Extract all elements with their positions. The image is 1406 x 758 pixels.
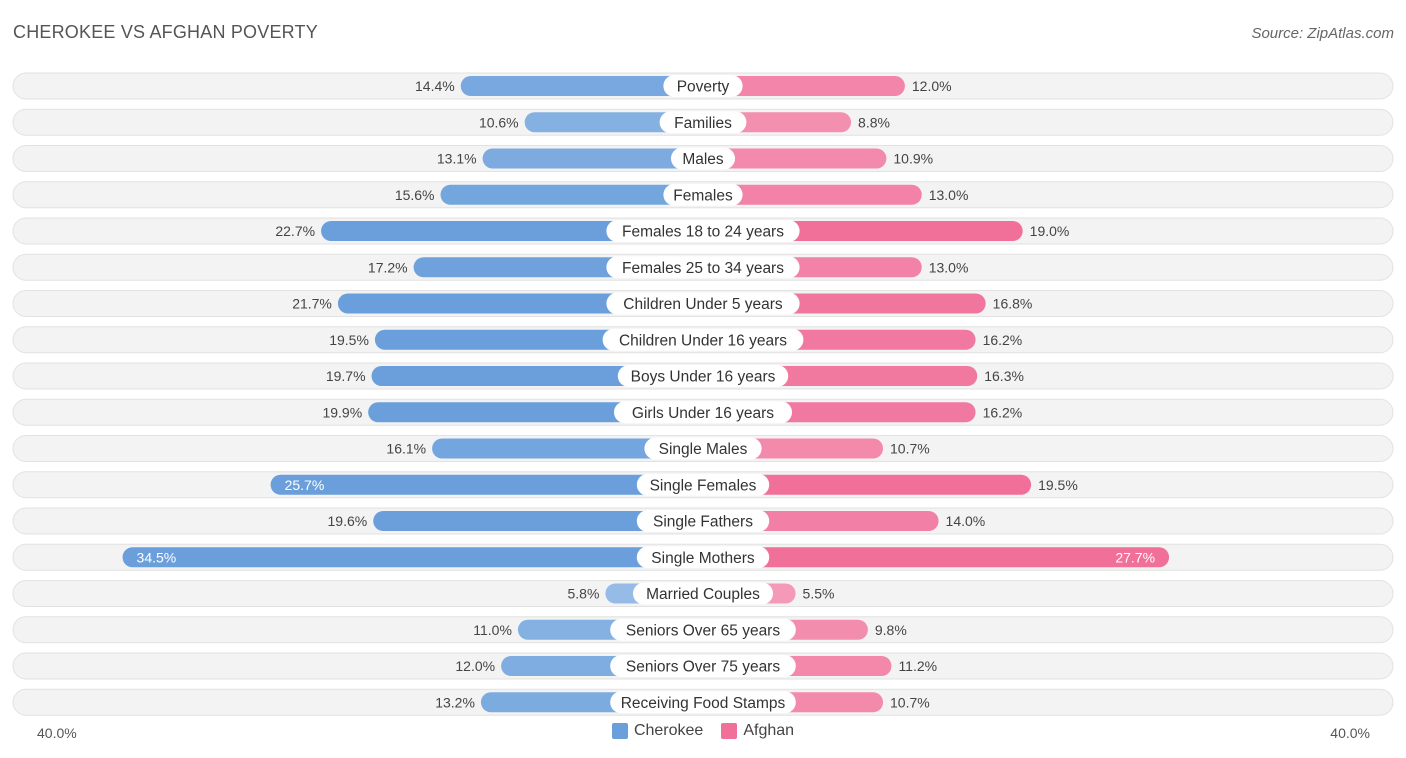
category-pill [659,111,747,134]
bar-cherokee [432,438,713,459]
category-label: Females [673,187,733,204]
bar-cherokee [482,148,713,169]
category-label: Married Couples [646,586,760,603]
category-pill [602,328,804,351]
category-label: Single Females [650,477,757,494]
value-label-cherokee: 22.7% [275,223,315,239]
category-pill [614,401,792,424]
value-label-afghan: 19.5% [1038,477,1078,493]
category-pill [633,582,773,605]
axis-left-label: 40.0% [37,725,77,741]
value-label-cherokee: 13.1% [437,151,477,167]
legend-label-afghan: Afghan [743,722,795,739]
bar-cherokee [373,511,713,531]
category-pill [636,510,770,532]
category-label: Females 25 to 34 years [622,260,784,277]
value-label-afghan: 14.0% [946,513,986,529]
value-label-cherokee: 17.2% [368,259,408,275]
bar-cherokee [270,474,713,495]
category-pill [606,292,800,315]
category-label: Females 18 to 24 years [622,224,784,241]
value-label-afghan: 13.0% [929,187,969,203]
chart-canvas: Poverty 14.4% 12.0% Families 10.6% 8.8% Males 1… [12,72,1394,716]
category-pill [610,618,796,641]
value-label-afghan: 27.7% [1115,549,1155,565]
chart-title: CHEROKEE VS AFGHAN POVERTY [13,22,318,42]
value-label-cherokee: 5.8% [567,586,599,602]
bar-afghan [693,474,1032,495]
category-pill [610,691,796,714]
value-label-afghan: 9.8% [875,622,907,638]
value-label-cherokee: 11.0% [473,622,512,638]
value-label-afghan: 19.0% [1030,223,1070,239]
category-pill [636,546,770,569]
category-pill [606,256,800,279]
legend-item-cherokee[interactable]: Cherokee [611,722,704,740]
category-label: Single Mothers [651,550,755,567]
bar-afghan [693,76,905,96]
bar-cherokee [440,184,713,205]
category-label: Single Males [659,441,748,458]
legend: Cherokee Afghan [0,722,1406,740]
value-label-cherokee: 25.7% [285,477,325,493]
bar-afghan [693,184,922,205]
value-label-afghan: 10.7% [890,441,930,457]
value-label-afghan: 12.0% [912,78,952,94]
category-pill [671,147,735,170]
value-label-cherokee: 15.6% [395,187,435,203]
category-pill [644,437,762,460]
category-label: Poverty [677,79,730,96]
legend-label-cherokee: Cherokee [633,722,704,739]
category-pill [617,365,789,387]
value-label-cherokee: 12.0% [455,658,495,674]
value-label-afghan: 16.8% [993,296,1033,312]
category-label: Children Under 16 years [619,332,787,349]
category-pill [636,473,770,496]
value-label-cherokee: 19.7% [326,368,366,384]
value-label-afghan: 13.0% [929,259,969,275]
category-pill [663,75,743,97]
bar-afghan [693,148,887,169]
value-label-cherokee: 19.9% [322,404,362,420]
value-label-cherokee: 19.5% [329,332,369,348]
value-label-cherokee: 10.6% [479,114,519,130]
category-label: Families [674,115,732,132]
value-label-afghan: 5.5% [803,586,835,602]
value-label-cherokee: 16.1% [386,441,426,457]
category-label: Children Under 5 years [623,296,783,313]
axis-right-label: 40.0% [1330,725,1370,741]
legend-swatch-cherokee [611,723,628,739]
value-label-afghan: 16.3% [984,368,1024,384]
category-label: Seniors Over 75 years [626,659,780,676]
value-label-cherokee: 14.4% [415,78,455,94]
category-label: Boys Under 16 years [631,369,776,386]
value-label-afghan: 10.9% [893,151,933,167]
source-label: Source: ZipAtlas.com [1251,25,1394,42]
bar-afghan [693,547,1170,568]
category-label: Males [682,151,724,168]
category-pill [663,183,743,206]
value-label-cherokee: 19.6% [328,513,368,529]
legend-swatch-afghan [721,723,738,739]
value-label-afghan: 10.7% [890,694,930,710]
category-label: Girls Under 16 years [632,405,774,422]
bar-cherokee [122,547,714,568]
value-label-afghan: 16.2% [983,404,1023,420]
legend-item-afghan[interactable]: Afghan [721,722,794,740]
category-label: Seniors Over 65 years [626,622,780,639]
value-label-afghan: 11.2% [898,658,937,674]
value-label-cherokee: 21.7% [292,296,332,312]
category-pill [610,655,796,677]
value-label-cherokee: 34.5% [137,549,177,565]
bar-cherokee [460,76,713,96]
category-pill [606,220,800,242]
value-label-cherokee: 13.2% [435,694,475,710]
category-label: Receiving Food Stamps [621,695,786,712]
value-label-afghan: 16.2% [983,332,1023,348]
category-label: Single Fathers [653,514,753,531]
value-label-afghan: 8.8% [858,114,890,130]
